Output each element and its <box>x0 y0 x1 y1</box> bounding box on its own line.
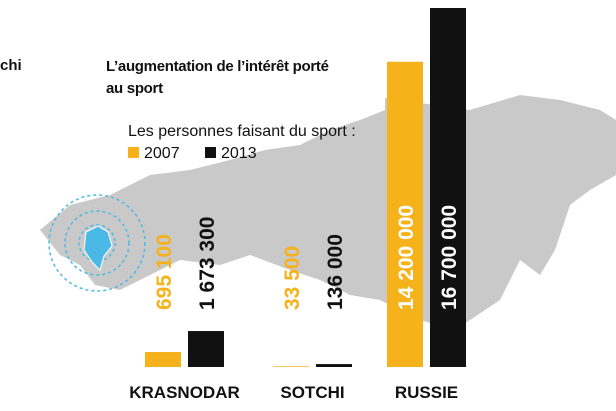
krasnodar-marker <box>48 194 146 292</box>
value-label: 33 500 <box>281 246 304 310</box>
category-label: SOTCHI <box>280 383 344 402</box>
bar <box>273 366 309 367</box>
legend-swatch <box>205 147 216 158</box>
bar <box>145 352 181 367</box>
legend-label: 2013 <box>221 145 257 162</box>
chart-subtitle: Les personnes faisant du sport : <box>128 123 356 140</box>
category-label: KRASNODAR <box>129 383 240 402</box>
edge-fragment: chi <box>0 57 22 74</box>
krasnodar-region <box>83 225 113 271</box>
bar <box>430 8 466 367</box>
value-label: 14 200 000 <box>395 205 418 310</box>
chart-title: L’augmentation de l’intérêt porté au spo… <box>106 58 329 97</box>
bar <box>387 61 423 367</box>
value-label: 695 100 <box>153 234 176 310</box>
title-box: L’augmentation de l’intérêt porté au spo… <box>106 58 329 97</box>
map-russia <box>40 95 616 330</box>
bar <box>188 331 224 367</box>
legend-swatch <box>128 147 139 158</box>
category-label: RUSSIE <box>395 383 458 402</box>
value-label: 16 700 000 <box>438 205 461 310</box>
legend-label: 2007 <box>144 145 180 162</box>
value-label: 1 673 300 <box>196 217 219 310</box>
bar <box>316 364 352 367</box>
value-label: 136 000 <box>324 234 347 310</box>
